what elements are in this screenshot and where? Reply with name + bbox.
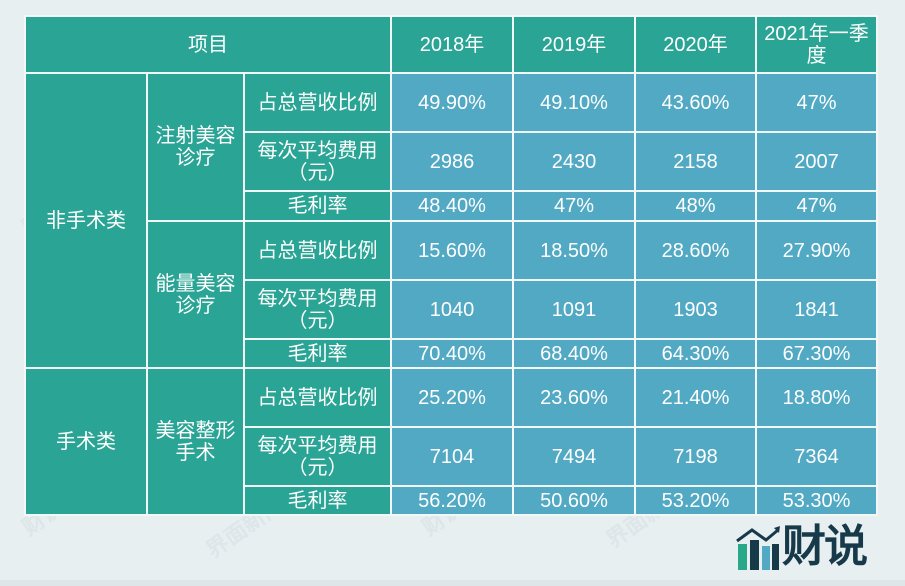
value-cell: 7494: [512, 426, 636, 487]
value-cell: 43.60%: [634, 72, 757, 133]
value-cell: 70.40%: [390, 338, 514, 369]
metric-cell: 占总营收比例: [243, 367, 392, 428]
table-row: 毛利率 48.40% 47% 48% 47%: [25, 190, 878, 222]
value-cell: 18.50%: [512, 220, 636, 281]
table-row: 每次平均费用（元） 1040 1091 1903 1841: [25, 279, 878, 340]
table-row: 毛利率 70.40% 68.40% 64.30% 67.30%: [25, 338, 878, 369]
value-cell: 25.20%: [390, 367, 514, 428]
value-cell: 7104: [390, 426, 514, 487]
value-cell: 15.60%: [390, 220, 514, 281]
header-row: 项目 2018年 2019年 2020年 2021年一季度: [24, 15, 878, 74]
metric-cell: 毛利率: [243, 485, 392, 516]
table-row: 毛利率 56.20% 50.60% 53.20% 53.30%: [25, 485, 878, 516]
value-cell: 48.40%: [390, 190, 514, 222]
table-row: 每次平均费用（元） 2986 2430 2158 2007: [25, 131, 878, 192]
logo-text: 财说: [782, 522, 868, 571]
value-cell: 68.40%: [512, 338, 636, 369]
metric-cell: 毛利率: [243, 190, 392, 222]
value-cell: 1841: [755, 279, 878, 340]
metric-cell: 占总营收比例: [243, 72, 392, 133]
value-cell: 21.40%: [634, 367, 757, 428]
value-cell: 48%: [634, 190, 757, 222]
value-cell: 49.10%: [512, 72, 636, 133]
value-cell: 47%: [755, 72, 878, 133]
value-cell: 47%: [755, 190, 878, 222]
data-table: 项目 2018年 2019年 2020年 2021年一季度 非手术类 注射美容诊…: [24, 15, 878, 516]
bottom-band: [0, 580, 905, 586]
table-row: 能量美容诊疗 占总营收比例 15.60% 18.50% 28.60% 27.90…: [25, 220, 878, 369]
value-cell: 23.60%: [512, 367, 636, 428]
metric-cell: 占总营收比例: [243, 220, 392, 281]
value-cell: 7364: [755, 426, 878, 487]
subgroup-cell: 注射美容诊疗: [146, 72, 245, 222]
value-cell: 1040: [390, 279, 514, 340]
caishuo-logo: 财说: [736, 522, 868, 571]
value-cell: 2158: [634, 131, 757, 192]
value-cell: 47%: [512, 190, 636, 222]
value-cell: 28.60%: [634, 220, 757, 281]
value-cell: 27.90%: [755, 220, 878, 281]
subgroup-cell: 能量美容诊疗: [146, 220, 245, 369]
value-cell: 53.20%: [634, 485, 757, 516]
value-cell: 1091: [512, 279, 636, 340]
value-cell: 1903: [634, 279, 757, 340]
subgroup-cell: 美容整形手术: [146, 367, 245, 516]
value-cell: 67.30%: [755, 338, 878, 369]
value-cell: 49.90%: [390, 72, 514, 133]
value-cell: 50.60%: [512, 485, 636, 516]
table-row: 非手术类 注射美容诊疗 占总营收比例 49.90% 49.10% 43.60% …: [24, 72, 878, 369]
value-cell: 2986: [390, 131, 514, 192]
header-year: 2021年一季度: [755, 15, 878, 74]
header-year: 2018年: [390, 15, 514, 74]
metric-cell: 毛利率: [243, 338, 392, 369]
metric-cell: 每次平均费用（元）: [243, 131, 392, 192]
header-year: 2020年: [634, 15, 757, 74]
value-cell: 2007: [755, 131, 878, 192]
value-cell: 7198: [634, 426, 757, 487]
metric-cell: 每次平均费用（元）: [243, 426, 392, 487]
value-cell: 64.30%: [634, 338, 757, 369]
category-cell: 手术类: [24, 367, 148, 516]
category-cell: 非手术类: [24, 72, 148, 369]
table-row: 手术类 美容整形手术 占总营收比例 25.20% 23.60% 21.40% 1…: [24, 367, 878, 516]
value-cell: 18.80%: [755, 367, 878, 428]
metric-cell: 每次平均费用（元）: [243, 279, 392, 340]
table-row: 每次平均费用（元） 7104 7494 7198 7364: [25, 426, 878, 487]
header-year: 2019年: [512, 15, 636, 74]
value-cell: 56.20%: [390, 485, 514, 516]
bar-chart-logo-icon: [736, 526, 780, 570]
value-cell: 2430: [512, 131, 636, 192]
header-item: 项目: [24, 15, 392, 74]
value-cell: 53.30%: [755, 485, 878, 516]
